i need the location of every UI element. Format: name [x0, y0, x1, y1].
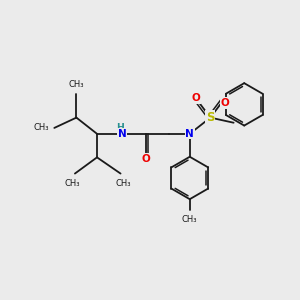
Text: CH₃: CH₃ — [34, 123, 49, 132]
Text: S: S — [206, 111, 214, 124]
Text: CH₃: CH₃ — [116, 179, 131, 188]
Text: N: N — [185, 129, 194, 139]
Text: CH₃: CH₃ — [69, 80, 84, 89]
Text: CH₃: CH₃ — [64, 179, 80, 188]
Text: O: O — [221, 98, 230, 108]
Text: O: O — [141, 154, 150, 164]
Text: N: N — [118, 129, 126, 139]
Text: H: H — [117, 123, 124, 132]
Text: CH₃: CH₃ — [182, 215, 197, 224]
Text: O: O — [191, 94, 200, 103]
